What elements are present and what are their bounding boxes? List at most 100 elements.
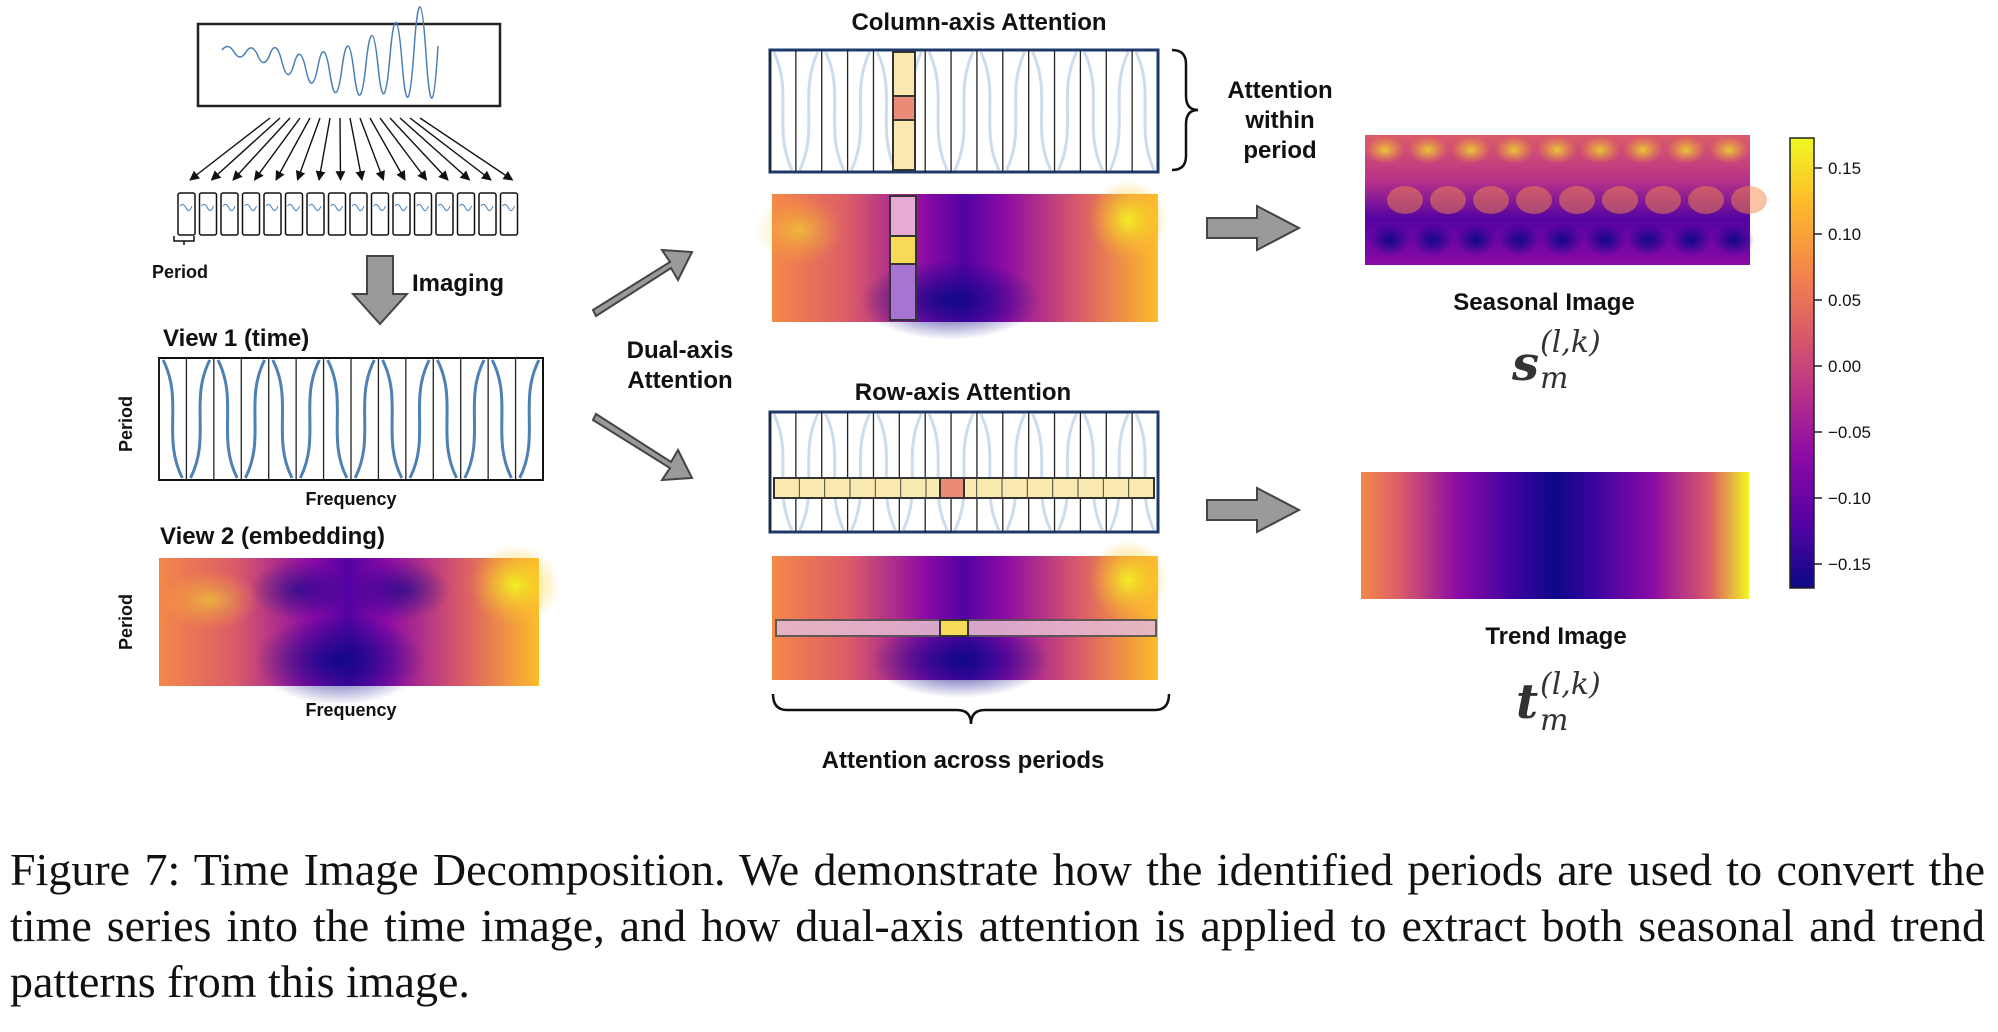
row-axis-embedding (772, 540, 1168, 698)
cell-wave (1108, 51, 1130, 171)
cell-wave (244, 359, 266, 479)
seasonal-image (1365, 135, 1767, 265)
seasonal-dark-blob (1542, 224, 1582, 256)
seasonal-title: Seasonal Image (1453, 289, 1634, 316)
figure-diagram: Period Imaging View 1 (time) Period Freq… (116, 6, 1871, 774)
cell-wave (875, 413, 897, 531)
raw-series-line (221, 6, 439, 99)
trend-symbol: t (l,k) m (1516, 667, 1601, 738)
row-axis-time-image (768, 410, 1160, 534)
segment-wave (373, 203, 386, 212)
dual-axis-arrow-up (591, 248, 694, 318)
segment-arrow (315, 117, 331, 181)
cell-wave (772, 413, 794, 531)
segment-wave (201, 203, 214, 212)
cell-wave (216, 359, 239, 479)
segment-wave (437, 203, 451, 212)
cell-wave (1057, 51, 1078, 171)
seasonal-dark-blob (1714, 224, 1754, 256)
cell-wave (1108, 413, 1130, 531)
cell-wave (772, 51, 794, 171)
view2-title: View 2 (embedding) (160, 523, 385, 550)
seasonal-dark-blob (1499, 224, 1539, 256)
view1-title: View 1 (time) (163, 325, 309, 352)
segment-wave (222, 203, 236, 212)
view1-axis-frequency: Frequency (305, 489, 396, 509)
cell-wave (979, 51, 1001, 171)
svg-text:(l,k): (l,k) (1540, 325, 1601, 360)
cell-wave (1031, 51, 1053, 171)
svg-text:(l,k): (l,k) (1540, 667, 1601, 702)
segment-arrow (359, 117, 385, 181)
cell-wave (979, 413, 1001, 531)
cell-wave (824, 413, 846, 531)
seasonal-bright-blob (1451, 136, 1491, 164)
period-segment (413, 192, 433, 236)
segment-wave (416, 203, 429, 212)
segment-arrow (349, 117, 366, 181)
cell-wave (1134, 413, 1156, 531)
segment-arrow (189, 117, 271, 181)
seasonal-mid-blob (1516, 186, 1552, 214)
segment-arrow (419, 117, 514, 181)
seasonal-dark-blob (1413, 224, 1453, 256)
svg-text:t: t (1516, 674, 1538, 730)
caption-label: Figure 7: (10, 844, 181, 895)
cell-wave (850, 413, 871, 531)
seasonal-mid-blob (1731, 186, 1767, 214)
cell-wave (326, 359, 349, 479)
period-segment (349, 192, 368, 236)
cell-wave (953, 413, 975, 531)
cell-wave (927, 413, 949, 531)
seasonal-mid-blob (1430, 186, 1466, 214)
cell-wave (1082, 51, 1104, 171)
seasonal-arrow (1206, 204, 1302, 252)
cell-wave (875, 51, 897, 171)
period-segment (435, 192, 454, 236)
cell-wave (161, 359, 184, 479)
period-segment (241, 192, 261, 236)
colorbar-tick-label: 0.10 (1828, 225, 1861, 244)
period-segment (306, 192, 325, 236)
colorbar-tick-label: 0.00 (1828, 357, 1861, 376)
column-axis-title: Column-axis Attention (851, 9, 1106, 36)
cell-wave (1005, 51, 1027, 171)
segment-arrow (379, 117, 428, 181)
seasonal-bright-blob (1709, 136, 1749, 164)
colorbar-tick-label: 0.15 (1828, 159, 1861, 178)
segment-wave (459, 203, 472, 212)
seasonal-bright-blob (1623, 136, 1663, 164)
raw-series-panel (196, 6, 502, 108)
period-segment (263, 192, 282, 236)
view2-axis-period: Period (116, 594, 136, 650)
attention-within-1: Attention (1227, 77, 1332, 104)
colorbar-tick-label: −0.05 (1828, 423, 1871, 442)
period-segment (370, 192, 390, 236)
segment-wave (308, 203, 322, 212)
imaging-label: Imaging (412, 270, 504, 297)
segment-arrow (389, 117, 449, 181)
attention-within-3: period (1243, 137, 1316, 164)
cell-wave (1057, 413, 1078, 531)
column-axis-embedding (755, 180, 1168, 340)
seasonal-dark-blob (1585, 224, 1625, 256)
seasonal-bright-blob (1537, 136, 1577, 164)
segment-arrow (335, 117, 346, 181)
period-segment (327, 192, 347, 236)
period-segment (284, 192, 304, 236)
colorbar-tick-label: −0.10 (1828, 489, 1871, 508)
seasonal-dark-blob (1370, 224, 1410, 256)
period-segment (478, 192, 497, 236)
seasonal-symbol: s (l,k) m (1511, 325, 1601, 396)
cell-wave (381, 359, 404, 479)
cell-wave (953, 51, 975, 171)
period-label: Period (152, 262, 208, 282)
seasonal-bright-blob (1580, 136, 1620, 164)
segment-arrow (210, 117, 281, 181)
period-segment (499, 192, 519, 236)
seasonal-mid-blob (1645, 186, 1681, 214)
cell-wave (927, 51, 949, 171)
trend-image (1361, 472, 1749, 599)
seasonal-mid-blob (1473, 186, 1509, 214)
within-period-brace (1171, 48, 1199, 172)
